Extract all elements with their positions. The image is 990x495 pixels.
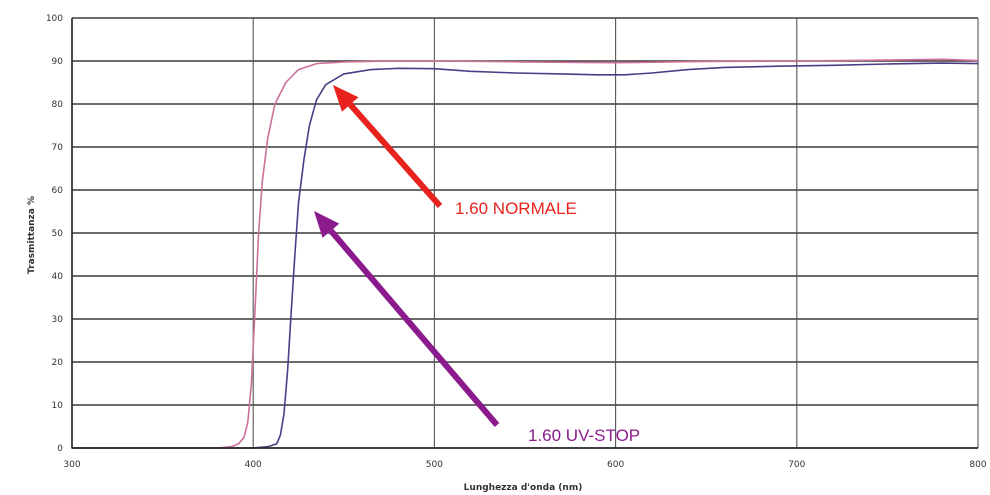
annotation-arrow-shaft-0 xyxy=(347,102,443,208)
annotations: 1.60 NORMALE 1.60 UV-STOP xyxy=(314,85,640,445)
y-tick-label: 30 xyxy=(52,315,64,325)
y-tick-label: 100 xyxy=(46,14,63,24)
y-tick-label: 90 xyxy=(52,57,64,67)
y-tick-label: 20 xyxy=(52,358,64,368)
x-tick-label: 600 xyxy=(607,460,624,470)
y-axis-title: Trasmittanza % xyxy=(27,196,37,274)
axes: 0 10 20 30 40 50 60 70 80 90 100 300 400 500 600 700 800 xyxy=(46,14,987,470)
annotation-arrow-head-1 xyxy=(314,211,340,238)
x-tick-label: 500 xyxy=(426,460,443,470)
x-tick-label: 300 xyxy=(63,460,80,470)
annotation-arrow-shaft-1 xyxy=(328,228,500,427)
annotation-label-0: 1.60 NORMALE xyxy=(455,199,577,218)
annotation-label-1: 1.60 UV-STOP xyxy=(528,426,640,445)
y-tick-label: 70 xyxy=(52,143,64,153)
series-line-0 xyxy=(71,58,979,449)
annotation-arrow-head-0 xyxy=(333,85,359,112)
y-tick-label: 10 xyxy=(52,401,64,411)
x-tick-label: 700 xyxy=(788,460,805,470)
y-tick-label: 50 xyxy=(52,229,64,239)
series-line-1 xyxy=(71,62,979,449)
series-lines xyxy=(71,58,979,449)
y-tick-label: 0 xyxy=(57,444,63,454)
y-tick-label: 80 xyxy=(52,100,64,110)
x-axis-title: Lunghezza d'onda (nm) xyxy=(464,483,583,493)
grid xyxy=(71,17,979,449)
x-tick-label: 400 xyxy=(245,460,262,470)
y-tick-label: 40 xyxy=(52,272,64,282)
x-tick-label: 800 xyxy=(969,460,986,470)
y-tick-label: 60 xyxy=(52,186,64,196)
